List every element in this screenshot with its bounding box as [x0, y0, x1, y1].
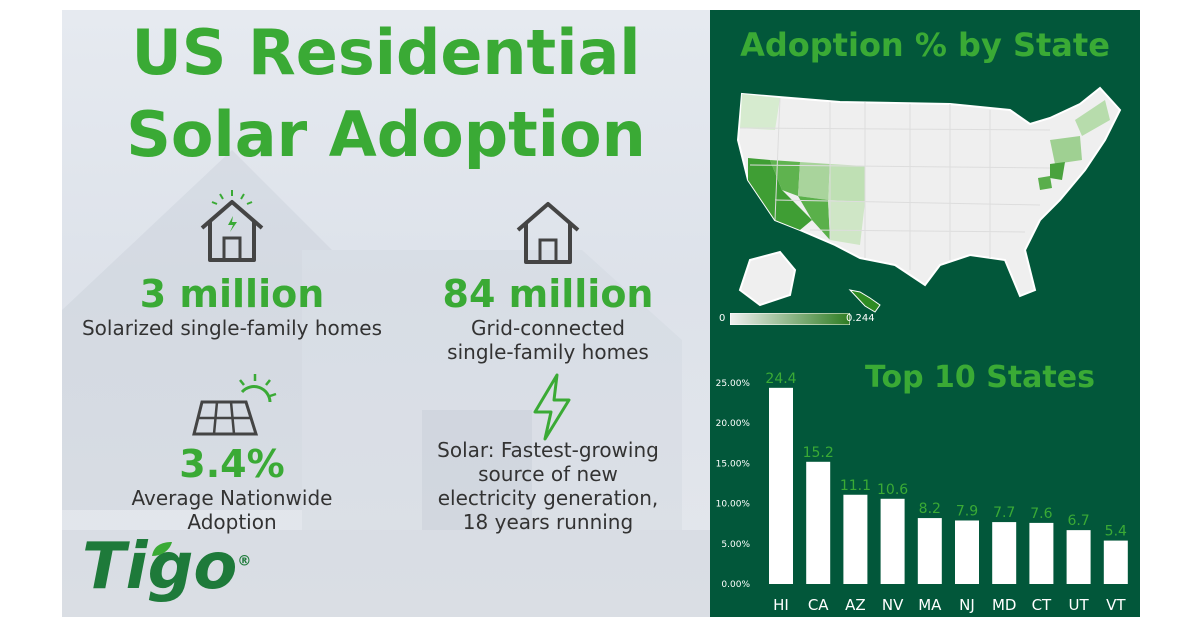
bar-CT: [1029, 522, 1054, 584]
x-tick-label: NJ: [959, 596, 975, 614]
x-tick-label: AZ: [845, 596, 866, 614]
data-label: 24.4: [765, 371, 796, 387]
fact-label-1: Solar: Fastest-growing: [437, 438, 659, 462]
tigo-logo: Tigo®: [82, 530, 251, 604]
state-ak: [738, 250, 797, 307]
state-hi: [848, 289, 881, 313]
y-tick-label: 15.00%: [716, 459, 751, 469]
data-label: 6.7: [1067, 513, 1089, 529]
legend-max: 0.244: [846, 313, 875, 324]
logo-mark: ®: [237, 553, 252, 570]
y-tick-label: 10.00%: [716, 500, 751, 510]
bar-NV: [880, 498, 905, 584]
x-tick-label: NV: [882, 596, 904, 614]
stat-solarized-value: 3 million: [139, 272, 325, 316]
house-sun-icon: [200, 190, 264, 262]
data-label: 15.2: [803, 445, 834, 461]
stat-average-label-1: Average Nationwide: [131, 486, 333, 510]
fact-label-4: 18 years running: [462, 510, 634, 534]
leaf-icon: [152, 542, 172, 556]
x-tick-label: UT: [1069, 596, 1090, 614]
x-tick-label: MA: [918, 596, 942, 614]
state-ca: [748, 158, 812, 230]
y-tick-label: 0.00%: [721, 580, 750, 590]
data-label: 10.6: [877, 482, 908, 498]
lightning-icon: [533, 373, 571, 441]
fact-label-2: source of new: [478, 462, 618, 486]
data-label: 5.4: [1105, 524, 1127, 540]
data-label: 7.9: [956, 503, 978, 519]
bar-MD: [992, 522, 1017, 584]
x-tick-label: VT: [1106, 596, 1126, 614]
bar-NJ: [955, 520, 979, 584]
stat-solarized-label: Solarized single-family homes: [81, 316, 382, 340]
fact-label-3: electricity generation,: [437, 486, 659, 510]
solar-panel-icon: [192, 374, 277, 436]
stat-grid-label-1: Grid-connected: [471, 316, 625, 340]
title-line-1: US Residential: [131, 16, 641, 89]
stat-grid-label-2: single-family homes: [447, 340, 649, 364]
stat-average-label-2: Adoption: [187, 510, 277, 534]
bar-MA: [917, 518, 942, 584]
bar-HI: [769, 387, 793, 584]
top-states-bar-chart: 0.00% 5.00% 10.00% 15.00% 20.00% 25.00% 24.4 HI…: [716, 371, 1128, 614]
bar-VT: [1103, 540, 1128, 584]
map-title: Adoption % by State: [740, 26, 1110, 64]
x-tick-label: HI: [773, 596, 789, 614]
stat-average-value: 3.4%: [179, 442, 285, 486]
bar-AZ: [843, 494, 868, 584]
map-legend-bar: [730, 313, 850, 325]
title-line-2: Solar Adoption: [126, 98, 646, 171]
x-tick-label: CT: [1032, 596, 1052, 614]
bar-CA: [806, 461, 831, 584]
house-icon: [516, 202, 580, 264]
chart-title: Top 10 States: [865, 360, 1095, 395]
us-adoption-map: [736, 86, 1122, 313]
bar-UT: [1066, 530, 1091, 584]
data-label: 8.2: [919, 501, 941, 517]
state-az: [798, 196, 830, 240]
x-tick-label: CA: [808, 596, 829, 614]
x-tick-label: MD: [992, 596, 1017, 614]
stat-grid-value: 84 million: [442, 272, 654, 316]
state-ut: [798, 162, 830, 200]
data-label: 7.6: [1030, 506, 1052, 522]
right-panel: Adoption % by State 0 0.244 Top 10 State…: [710, 10, 1140, 617]
logo-text: Tigo: [82, 530, 238, 604]
y-tick-label: 20.00%: [716, 419, 751, 429]
left-panel: US Residential Solar Adoption 3 million …: [62, 10, 710, 617]
y-tick-label: 25.00%: [716, 379, 751, 389]
house-background: [62, 150, 710, 617]
y-tick-label: 5.00%: [721, 540, 750, 550]
data-label: 11.1: [840, 478, 871, 494]
legend-min: 0: [719, 313, 726, 324]
data-label: 7.7: [993, 505, 1015, 521]
